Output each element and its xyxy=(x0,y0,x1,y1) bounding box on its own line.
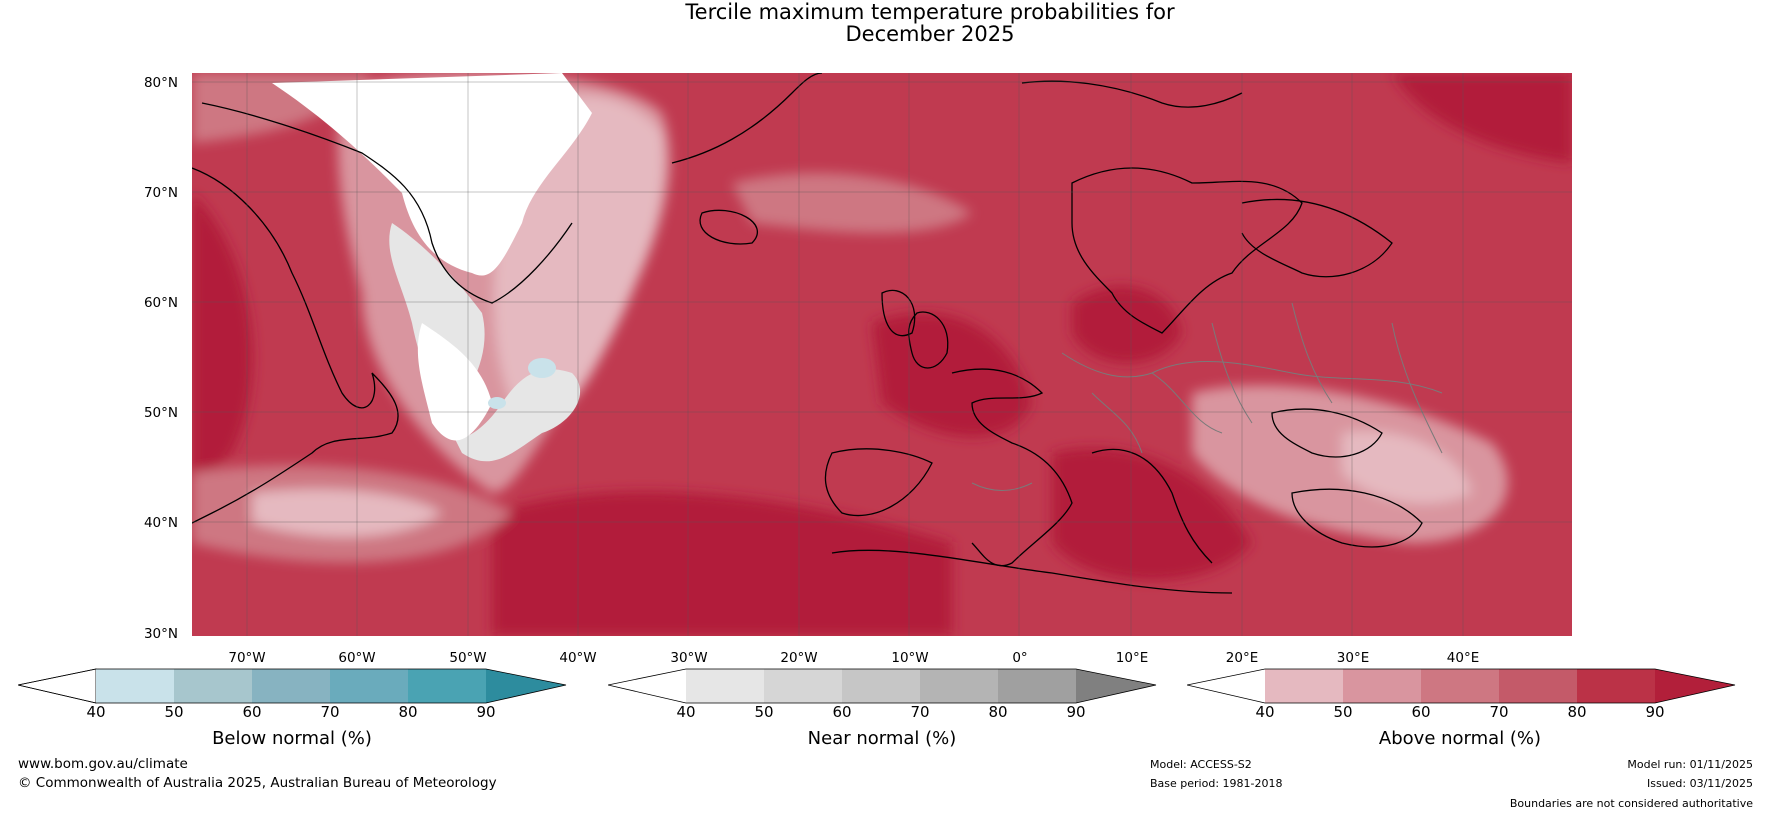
below-tick-90: 90 xyxy=(476,703,496,721)
near-tick-70: 70 xyxy=(910,703,930,721)
colorbar-near-normal xyxy=(608,668,1157,704)
colorbar-below-swatch-5 xyxy=(408,669,486,703)
footer-copyright: © Commonwealth of Australia 2025, Austra… xyxy=(18,775,497,791)
map-title-line2: December 2025 xyxy=(845,22,1015,46)
lon-label-10w: 10°W xyxy=(891,650,929,666)
footer-model: Model: ACCESS-S2 xyxy=(1150,758,1252,771)
near-tick-60: 60 xyxy=(832,703,852,721)
above-tick-90: 90 xyxy=(1645,703,1665,721)
above-tick-80: 80 xyxy=(1567,703,1587,721)
footer-model-run: Model run: 01/11/2025 xyxy=(1627,758,1753,771)
colorbar-above-swatch-1 xyxy=(1265,669,1343,703)
lat-label-40n: 40°N xyxy=(143,515,178,531)
colorbar-above-swatch-4 xyxy=(1499,669,1577,703)
below-tick-70: 70 xyxy=(320,703,340,721)
colorbar-above-swatch-6 xyxy=(1655,669,1735,703)
below-tick-60: 60 xyxy=(242,703,262,721)
near-tick-40: 40 xyxy=(676,703,696,721)
footer-base-period: Base period: 1981-2018 xyxy=(1150,777,1283,790)
lon-label-40e: 40°E xyxy=(1446,650,1480,666)
lon-label-60w: 60°W xyxy=(338,650,376,666)
white-zone xyxy=(417,323,492,441)
colorbar-below-swatch-3 xyxy=(252,669,330,703)
lat-label-50n: 50°N xyxy=(143,405,178,421)
lon-label-50w: 50°W xyxy=(449,650,487,666)
footer-website: www.bom.gov.au/climate xyxy=(18,756,188,772)
near-tick-50: 50 xyxy=(754,703,774,721)
below-normal-spot-2 xyxy=(488,397,506,409)
colorbar-near-swatch-2 xyxy=(764,669,842,703)
footer-disclaimer: Boundaries are not considered authoritat… xyxy=(1509,797,1753,810)
lat-label-30n: 30°N xyxy=(143,626,178,642)
above-tick-40: 40 xyxy=(1255,703,1275,721)
colorbar-above-swatch-3 xyxy=(1421,669,1499,703)
colorbar-near-swatch-3 xyxy=(842,669,920,703)
colorbar-near-swatch-4 xyxy=(920,669,998,703)
below-normal-label: Below normal (%) xyxy=(212,728,372,749)
map-title-line1: Tercile maximum temperature probabilitie… xyxy=(685,0,1175,24)
lon-label-40w: 40°W xyxy=(559,650,597,666)
colorbar-near-swatch-1 xyxy=(686,669,764,703)
colorbar-below-normal xyxy=(18,668,567,704)
lon-label-70w: 70°W xyxy=(228,650,266,666)
lat-label-70n: 70°N xyxy=(143,185,178,201)
near-normal-zone xyxy=(389,223,581,462)
country-borders xyxy=(971,302,1443,491)
colorbar-below-swatch-2 xyxy=(174,669,252,703)
colorbar-above-swatch-0 xyxy=(1187,669,1265,703)
near-normal-label: Near normal (%) xyxy=(807,728,957,749)
colorbar-below-swatch-0 xyxy=(18,668,97,704)
below-tick-80: 80 xyxy=(398,703,418,721)
colorbar-below-swatch-1 xyxy=(96,669,174,703)
lon-label-0: 0° xyxy=(1012,650,1028,666)
below-tick-40: 40 xyxy=(86,703,106,721)
above-normal-label: Above normal (%) xyxy=(1378,728,1542,749)
above-tick-50: 50 xyxy=(1333,703,1353,721)
graticule xyxy=(192,73,1572,636)
colorbar-below-swatch-4 xyxy=(330,669,408,703)
colorbar-below-swatch-6 xyxy=(486,669,566,703)
colorbar-above-swatch-2 xyxy=(1343,669,1421,703)
below-normal-spot xyxy=(528,358,556,378)
near-tick-80: 80 xyxy=(988,703,1008,721)
below-tick-50: 50 xyxy=(164,703,184,721)
lat-label-60n: 60°N xyxy=(143,295,178,311)
footer-issued: Issued: 03/11/2025 xyxy=(1646,777,1753,790)
lon-label-10e: 10°E xyxy=(1115,650,1149,666)
lon-label-20e: 20°E xyxy=(1225,650,1259,666)
colorbar-near-swatch-0 xyxy=(608,669,686,703)
colorbar-near-swatch-5 xyxy=(998,669,1076,703)
near-tick-90: 90 xyxy=(1066,703,1086,721)
coastlines xyxy=(192,73,1423,594)
colorbar-above-normal xyxy=(1187,668,1736,704)
probability-map xyxy=(192,73,1572,636)
greenland-region xyxy=(272,73,592,276)
lon-label-20w: 20°W xyxy=(780,650,818,666)
above-tick-70: 70 xyxy=(1489,703,1509,721)
colorbar-above-swatch-5 xyxy=(1577,669,1655,703)
lon-label-30e: 30°E xyxy=(1336,650,1370,666)
above-tick-60: 60 xyxy=(1411,703,1431,721)
lon-label-30w: 30°W xyxy=(670,650,708,666)
lat-label-80n: 80°N xyxy=(143,75,178,91)
colorbar-near-swatch-6 xyxy=(1076,669,1156,703)
